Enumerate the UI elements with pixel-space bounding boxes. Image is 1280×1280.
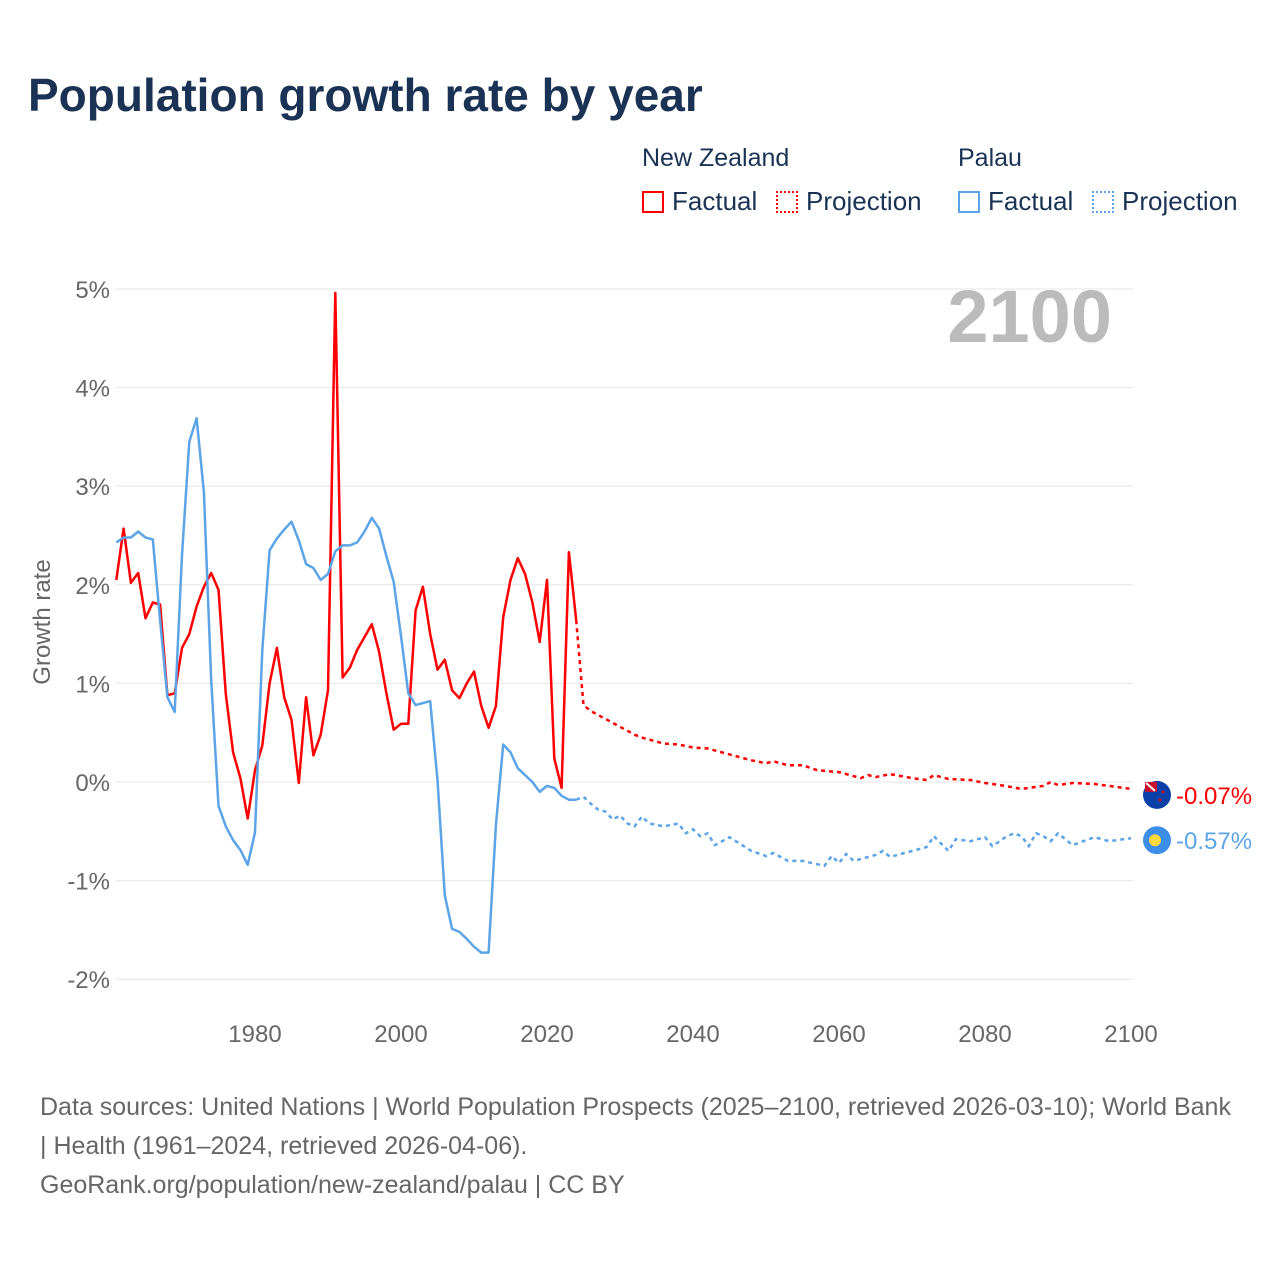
y-tick-label: 3%: [75, 474, 110, 501]
legend-title-new-zealand: New Zealand: [642, 144, 790, 172]
flag-cross: [1145, 782, 1156, 792]
flag-moon: [1149, 834, 1161, 847]
chart-plot: -2% -1% 0% 1% 2% 3% 4% 5% 1980 2000 2020 2040 2060 20…: [29, 275, 1252, 1048]
y-tick-label: 0%: [75, 770, 110, 797]
data-sources: Data sources: United Nations | World Pop…: [40, 1093, 1231, 1160]
credit-link[interactable]: GeoRank.org/population/new-zealand/palau…: [40, 1171, 625, 1199]
y-tick-label: -1%: [67, 869, 110, 896]
legend-label: Projection: [806, 186, 922, 216]
x-tick-label: 2040: [666, 1021, 719, 1048]
x-tick-label: 2060: [812, 1021, 865, 1048]
y-tick-label: 4%: [75, 376, 110, 403]
legend-label: Factual: [672, 186, 758, 216]
legend-nz-factual[interactable]: Factual: [642, 186, 757, 217]
legend-title-palau: Palau: [958, 144, 1022, 172]
new-zealand-end-label: -0.07%: [1176, 783, 1252, 810]
x-tick-label: 2080: [958, 1021, 1011, 1048]
legend-nz-projection[interactable]: Projection: [776, 186, 922, 217]
y-tick-label: 5%: [75, 277, 110, 304]
legend-palau-factual[interactable]: Factual: [958, 186, 1073, 217]
x-tick-label: 2000: [374, 1021, 427, 1048]
legend-label: Factual: [988, 186, 1074, 216]
x-tick-label: 2100: [1104, 1021, 1157, 1048]
chart-title: Population growth rate by year: [28, 69, 703, 121]
x-tick-label: 2020: [520, 1021, 573, 1048]
new-zealand-factual-line: [115, 291, 578, 820]
footer: Data sources: United Nations | World Pop…: [40, 1088, 1240, 1205]
flag-star: [1158, 798, 1162, 802]
y-axis-label: Growth rate: [29, 559, 56, 684]
palau-projection-line: [575, 795, 1132, 868]
legend-swatch: [958, 190, 980, 213]
legend-label: Projection: [1122, 186, 1238, 216]
legend-swatch: [1092, 190, 1114, 213]
y-tick-label: 1%: [75, 671, 110, 698]
legend-palau-projection[interactable]: Projection: [1092, 186, 1238, 217]
legend-swatch: [642, 190, 664, 213]
flag-star: [1161, 790, 1165, 794]
palau-factual-line: [115, 416, 577, 954]
x-tick-label: 1980: [228, 1021, 281, 1048]
new-zealand-projection-line: [574, 620, 1132, 791]
y-tick-label: -2%: [67, 967, 110, 994]
y-tick-label: 2%: [75, 573, 110, 600]
year-watermark: 2100: [947, 275, 1112, 358]
legend-swatch: [776, 190, 798, 213]
palau-end-label: -0.57%: [1176, 828, 1252, 855]
